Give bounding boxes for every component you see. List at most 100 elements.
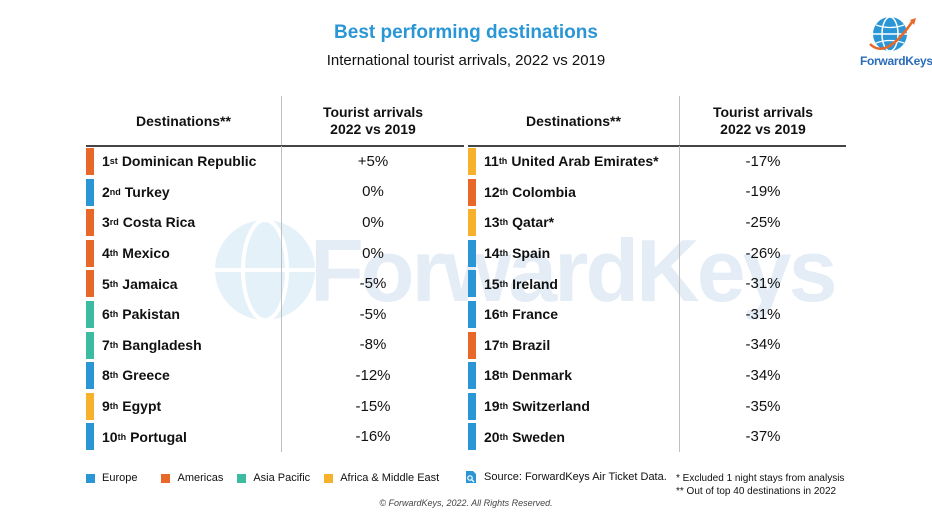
legend-item-africa-middle-east: Africa & Middle East xyxy=(324,472,439,484)
rank-number: 14 xyxy=(484,245,500,262)
header-arrivals: Tourist arrivals 2022 vs 2019 xyxy=(281,96,464,146)
rank-number: 20 xyxy=(484,428,500,445)
globe-logo-icon xyxy=(869,16,916,52)
arrivals-change: -31% xyxy=(679,298,846,330)
arrivals-change: -15% xyxy=(281,390,464,422)
header-arrivals-line2: 2022 vs 2019 xyxy=(720,121,806,137)
legend-label: Americas xyxy=(177,472,224,484)
header-arrivals: Tourist arrivals 2022 vs 2019 xyxy=(679,96,846,146)
country-name: Bangladesh xyxy=(122,336,202,353)
rank-number: 18 xyxy=(484,367,500,384)
region-color-bar xyxy=(86,178,94,206)
arrivals-change: -37% xyxy=(679,421,846,452)
arrivals-change: -31% xyxy=(679,268,846,299)
rank-number: 15 xyxy=(484,275,500,292)
region-color-bar xyxy=(86,423,94,451)
country-name: Switzerland xyxy=(512,398,590,415)
region-color-bar xyxy=(86,300,94,328)
country-name: Dominican Republic xyxy=(121,153,257,170)
region-color-bar xyxy=(468,331,476,359)
region-color-bar xyxy=(468,392,476,420)
arrivals-change: 0% xyxy=(281,176,464,208)
header-arrivals-line1: Tourist arrivals xyxy=(322,104,424,120)
country-name: Qatar* xyxy=(512,214,555,231)
country-name: Brazil xyxy=(512,336,551,353)
legend-swatch-americas xyxy=(161,473,171,483)
country-name: France xyxy=(512,306,558,323)
arrivals-change: -35% xyxy=(679,390,846,422)
arrivals-change: -5% xyxy=(281,268,464,299)
arrivals-change: 0% xyxy=(281,207,464,238)
legend-swatch-asia-pacific xyxy=(237,473,247,483)
region-color-bar xyxy=(86,362,94,390)
rank-number: 19 xyxy=(484,398,500,415)
header-arrivals-line2: 2022 vs 2019 xyxy=(330,121,416,137)
legend-label: Africa & Middle East xyxy=(340,472,440,484)
arrivals-change: -34% xyxy=(679,329,846,361)
page-subtitle: International tourist arrivals, 2022 vs … xyxy=(326,52,606,69)
region-color-bar xyxy=(468,178,476,206)
document-search-icon xyxy=(466,471,476,483)
region-color-bar xyxy=(468,300,476,328)
country-name: Portugal xyxy=(130,428,187,445)
rank-number: 7 xyxy=(102,336,110,353)
region-color-bar xyxy=(468,423,476,451)
footnote-excluded: * Excluded 1 night stays from analysis xyxy=(676,473,845,484)
rank-number: 3 xyxy=(102,214,110,231)
watermark-text: ForwardKeys xyxy=(310,221,838,320)
country-name: Sweden xyxy=(512,428,565,445)
arrivals-change: -19% xyxy=(679,176,846,208)
arrivals-change: -25% xyxy=(679,207,846,238)
source-text: Source: ForwardKeys Air Ticket Data. xyxy=(484,471,667,483)
rank-number: 17 xyxy=(484,336,500,353)
legend-label: Europe xyxy=(102,472,138,484)
country-name: Greece xyxy=(122,367,170,384)
region-color-bar xyxy=(468,362,476,390)
arrivals-change: -26% xyxy=(679,237,846,269)
country-name: Turkey xyxy=(124,183,170,200)
legend-swatch-europe xyxy=(86,473,95,483)
region-color-bar xyxy=(86,209,94,237)
region-legend: Europe Americas Asia Pacific Africa & Mi… xyxy=(86,472,453,484)
country-name: United Arab Emirates* xyxy=(511,153,659,170)
arrivals-change: -17% xyxy=(679,146,846,177)
country-name: Spain xyxy=(512,245,551,262)
copyright: © ForwardKeys, 2022. All Rights Reserved… xyxy=(379,498,553,508)
header-divider xyxy=(468,145,846,147)
rank-number: 9 xyxy=(102,398,110,415)
watermark-globe-icon xyxy=(215,218,315,322)
country-name: Colombia xyxy=(512,183,576,200)
country-name: Jamaica xyxy=(122,275,178,292)
rank-number: 1 xyxy=(102,153,110,170)
watermark: ForwardKeys xyxy=(210,215,838,325)
source-note: Source: ForwardKeys Air Ticket Data. xyxy=(465,470,667,484)
header-arrivals-line1: Tourist arrivals xyxy=(712,104,814,120)
legend-item-asia-pacific: Asia Pacific xyxy=(237,472,310,484)
legend-label: Asia Pacific xyxy=(253,472,311,484)
region-color-bar xyxy=(468,239,476,267)
legend-item-europe: Europe xyxy=(86,472,137,484)
region-color-bar xyxy=(468,209,476,237)
country-name: Pakistan xyxy=(122,306,180,323)
arrivals-change: -34% xyxy=(679,360,846,391)
legend-swatch-africa-middle-east xyxy=(324,473,334,483)
arrivals-change: -12% xyxy=(281,360,464,391)
legend-item-americas: Americas xyxy=(161,472,223,484)
rank-number: 5 xyxy=(102,275,110,292)
